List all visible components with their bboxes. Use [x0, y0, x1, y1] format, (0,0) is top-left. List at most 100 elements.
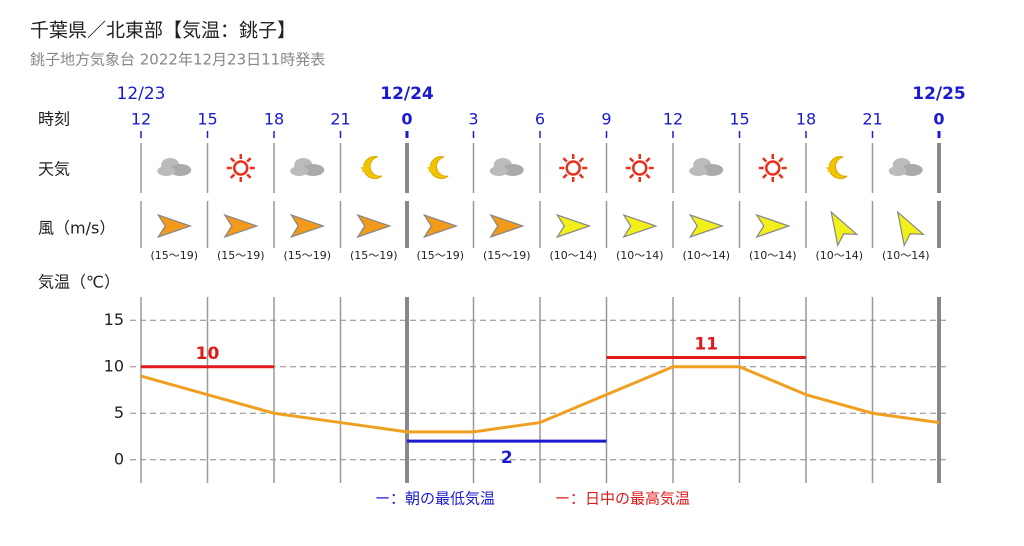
cloud — [157, 166, 176, 176]
hour-label: 0 — [401, 110, 412, 129]
wind-label: (10～14) — [549, 249, 597, 262]
wind-label: (10～14) — [616, 249, 664, 262]
wind-label: (15～19) — [150, 249, 198, 262]
cloud — [302, 164, 325, 176]
cloud — [888, 166, 907, 176]
weather-icon — [157, 158, 192, 176]
sun-ray — [246, 173, 252, 179]
legend-entry: ー：朝の最低気温 — [375, 490, 495, 508]
arrow — [356, 213, 392, 239]
sun-ray — [578, 173, 585, 179]
y-tick-label: 15 — [104, 310, 124, 329]
moon — [828, 156, 848, 180]
cloud — [689, 166, 708, 176]
wind-arrow — [622, 213, 658, 239]
wind-arrow — [688, 213, 725, 239]
weather-icon — [689, 158, 724, 176]
hour-label: 18 — [796, 110, 816, 129]
temp-line — [140, 365, 940, 434]
wind-label: (15～19) — [350, 249, 398, 262]
weather-icon — [426, 156, 449, 180]
sun-ray — [761, 157, 768, 163]
sun-ray — [562, 173, 568, 179]
legend-entry: ー：日中の最高気温 — [555, 490, 690, 508]
arrow — [223, 213, 259, 239]
sun — [765, 160, 781, 176]
wind-arrow — [356, 213, 392, 239]
wind-label: (10～14) — [882, 249, 930, 262]
hour-label: 21 — [862, 110, 882, 129]
sun-ray — [628, 157, 635, 163]
weather-icon — [290, 158, 325, 176]
wind-arrow — [830, 210, 859, 248]
moon — [429, 156, 449, 180]
date-label: 12/25 — [912, 84, 966, 104]
star — [360, 164, 370, 173]
sun-ray — [628, 173, 635, 179]
wind-label: (10～14) — [815, 249, 863, 262]
wind-arrow — [896, 210, 925, 248]
sun — [233, 160, 249, 176]
hour-label: 3 — [468, 110, 478, 129]
cloud — [701, 164, 724, 176]
weather-icon — [888, 158, 923, 176]
date-label: 12/23 — [117, 84, 166, 104]
weather-icon — [489, 158, 524, 176]
arrow — [489, 213, 525, 239]
weather-icon — [825, 156, 848, 180]
wind-arrow — [755, 213, 791, 239]
cloud — [169, 164, 192, 176]
weather-icon — [758, 154, 787, 182]
arrow — [422, 213, 459, 239]
cloud — [501, 164, 524, 176]
star — [426, 164, 436, 173]
hour-label: 9 — [601, 110, 611, 129]
subtitle: 銚子地方気象台 2022年12月23日11時発表 — [30, 51, 325, 69]
hour-label: 6 — [535, 110, 545, 129]
wind-label: (15～19) — [217, 249, 265, 262]
sun — [565, 160, 581, 176]
arrow — [289, 213, 326, 239]
sun-ray — [246, 157, 252, 163]
sun-ray — [778, 173, 784, 179]
sun-ray — [645, 157, 651, 163]
wind-arrow — [223, 213, 259, 239]
hour-label: 15 — [729, 110, 749, 129]
y-tick-label: 0 — [114, 449, 124, 468]
sun-ray — [229, 157, 236, 163]
arrow — [622, 213, 658, 239]
row-label: 天気 — [38, 160, 70, 179]
row-label: 風（m/s） — [38, 219, 115, 238]
wind-label: (10～14) — [749, 249, 797, 262]
arrow — [830, 210, 859, 248]
sun-ray — [578, 157, 585, 163]
cloud — [290, 166, 309, 176]
sun-ray — [562, 157, 568, 163]
weather-icon — [360, 156, 383, 180]
sun-ray — [229, 173, 236, 179]
moon — [363, 156, 383, 180]
wind-label: (15～19) — [416, 249, 464, 262]
temp-label: 11 — [694, 334, 718, 354]
temp-label: 2 — [501, 448, 513, 468]
row-label: 気温（℃） — [38, 273, 120, 292]
cloud — [489, 166, 508, 176]
sun — [632, 160, 648, 176]
title: 千葉県／北東部【気温：銚子】 — [30, 20, 296, 42]
wind-arrow — [289, 213, 326, 239]
y-tick-label: 5 — [114, 403, 124, 422]
weather-icon — [226, 154, 255, 182]
wind-label: (10～14) — [682, 249, 730, 262]
wind-arrow — [422, 213, 459, 239]
wind-label: (15～19) — [283, 249, 331, 262]
weather-icon — [559, 154, 588, 182]
date-label: 12/24 — [380, 84, 434, 104]
hour-label: 21 — [330, 110, 350, 129]
hour-label: 12 — [131, 110, 151, 129]
hour-label: 0 — [933, 110, 944, 129]
star — [825, 164, 835, 173]
hour-label: 12 — [663, 110, 683, 129]
arrow — [688, 213, 725, 239]
hour-label: 18 — [264, 110, 284, 129]
